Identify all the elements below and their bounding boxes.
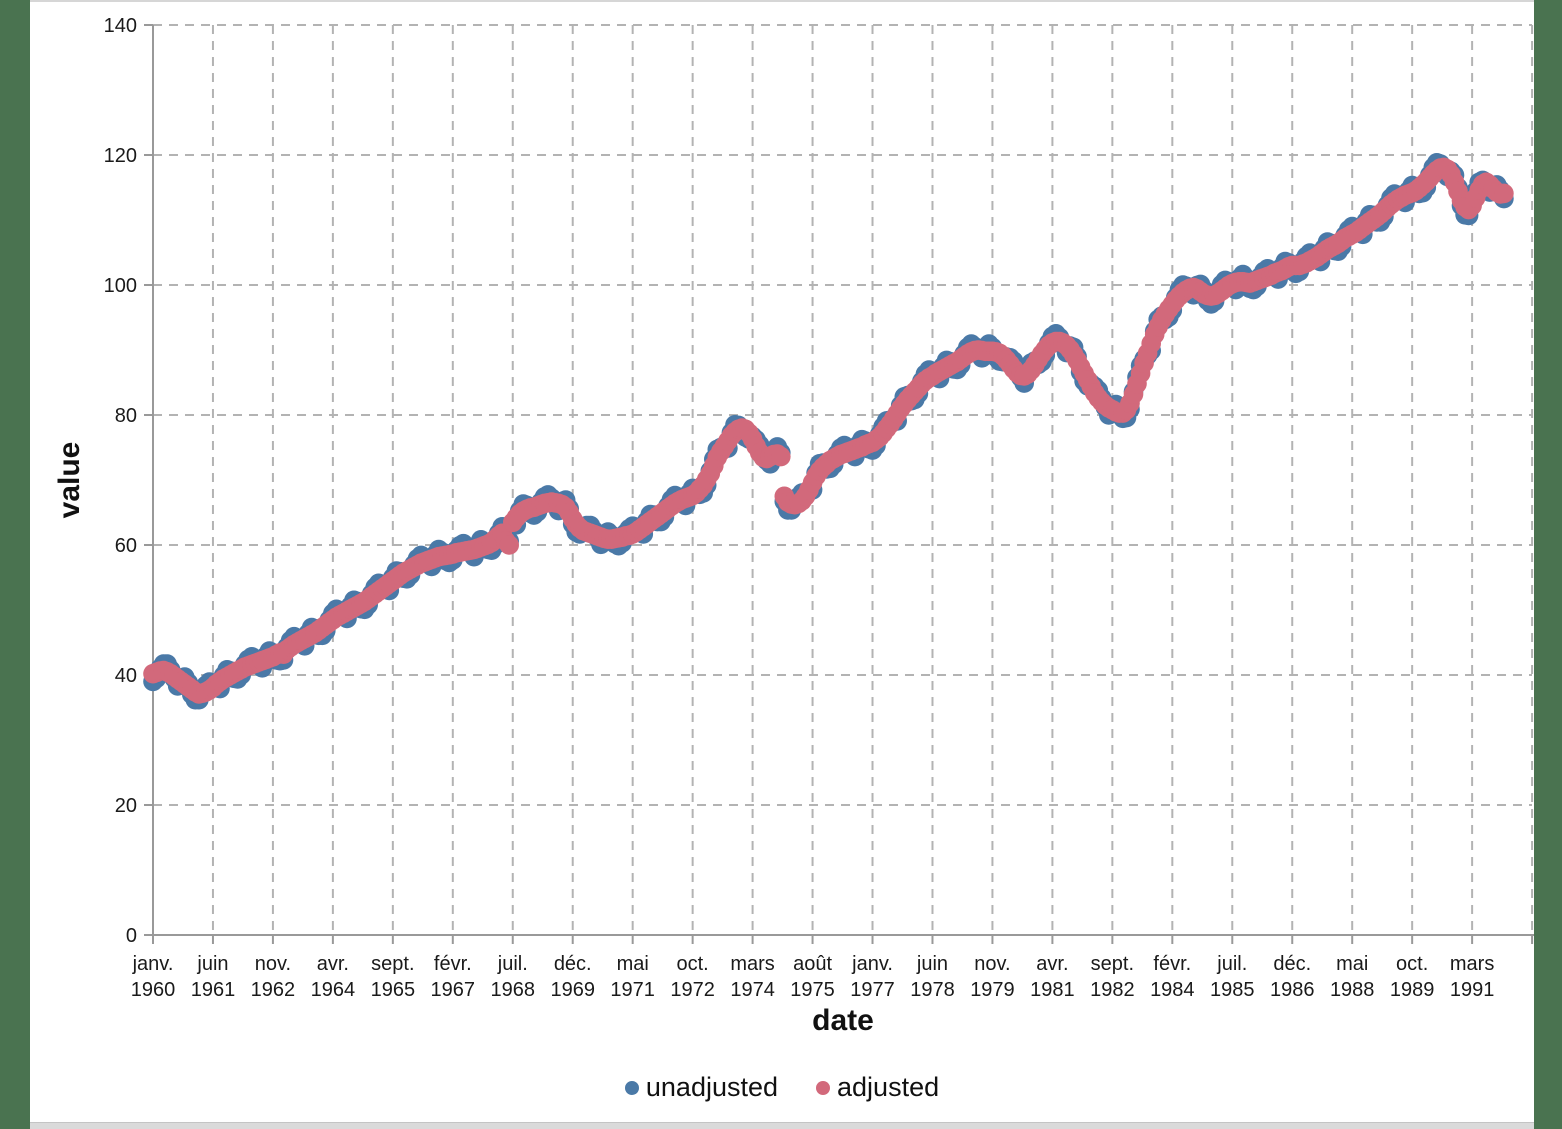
- y-axis-title: value: [53, 441, 86, 519]
- y-tick-label: 60: [115, 535, 137, 557]
- x-tick-label-month: févr.: [434, 953, 472, 975]
- x-tick-label-year: 1985: [1210, 979, 1255, 1001]
- y-tick-label: 140: [104, 15, 137, 37]
- x-tick-label-month: nov.: [255, 953, 291, 975]
- x-axis-title: date: [812, 1004, 874, 1037]
- y-tick-label: 0: [126, 925, 137, 947]
- x-tick-label-month: mars: [1450, 953, 1494, 975]
- x-tick-label-year: 1981: [1030, 979, 1075, 1001]
- x-tick-label-month: janv.: [851, 953, 893, 975]
- adjusted-series-dot-icon: [816, 1080, 831, 1095]
- x-tick-label-month: juil.: [1216, 953, 1247, 975]
- y-tick-label: 20: [115, 795, 137, 817]
- x-tick-label-month: mai: [617, 953, 649, 975]
- x-tick-label-month: févr.: [1153, 953, 1191, 975]
- x-tick-label-month: avr.: [317, 953, 349, 975]
- x-tick-label-year: 1962: [251, 979, 296, 1001]
- series-adjusted: [143, 157, 1514, 704]
- unadjusted-series-dot-icon: [624, 1080, 639, 1095]
- x-tick-label-month: mars: [730, 953, 774, 975]
- x-tick-label-month: janv.: [132, 953, 174, 975]
- x-tick-label-year: 1964: [311, 979, 356, 1001]
- legend-label-adjusted: adjusted: [837, 1072, 940, 1102]
- x-tick-label-month: sept.: [1091, 953, 1134, 975]
- x-tick-label-year: 1961: [191, 979, 236, 1001]
- x-tick-label-month: oct.: [1396, 953, 1428, 975]
- x-tick-label-month: mai: [1336, 953, 1368, 975]
- x-tick-label-month: nov.: [974, 953, 1010, 975]
- x-tick-label-month: sept.: [371, 953, 414, 975]
- x-tick-label-month: août: [793, 953, 832, 975]
- data-point: [1494, 183, 1514, 204]
- x-tick-label-year: 1974: [730, 979, 775, 1001]
- x-tick-label-year: 1978: [910, 979, 955, 1001]
- x-tick-label-year: 1979: [970, 979, 1015, 1001]
- x-tick-label-year: 1972: [670, 979, 715, 1001]
- x-tick-label-year: 1977: [850, 979, 895, 1001]
- x-tick-label-year: 1982: [1090, 979, 1135, 1001]
- x-tick-label-month: juil.: [497, 953, 528, 975]
- x-tick-label-year: 1968: [491, 979, 536, 1001]
- x-tick-label-year: 1960: [131, 979, 176, 1001]
- data-point: [771, 446, 791, 467]
- x-tick-label-month: avr.: [1036, 953, 1068, 975]
- y-tick-label: 40: [115, 665, 137, 687]
- x-tick-label-year: 1971: [610, 979, 655, 1001]
- x-tick-label-year: 1984: [1150, 979, 1195, 1001]
- series-unadjusted: [143, 153, 1514, 710]
- x-tick-label-month: juin: [916, 953, 948, 975]
- legend: unadjusted adjusted: [30, 1072, 1534, 1103]
- x-tick-label-year: 1989: [1390, 979, 1435, 1001]
- x-tick-label-month: déc.: [1273, 953, 1311, 975]
- x-tick-label-month: juin: [196, 953, 228, 975]
- y-tick-label: 120: [104, 145, 137, 167]
- x-tick-label-month: déc.: [554, 953, 592, 975]
- y-tick-label: 80: [115, 405, 137, 427]
- data-point: [499, 535, 519, 555]
- canvas-bottom-edge: [30, 1122, 1534, 1129]
- x-tick-label-year: 1965: [371, 979, 416, 1001]
- x-tick-label-year: 1969: [550, 979, 595, 1001]
- legend-label-unadjusted: unadjusted: [645, 1072, 779, 1102]
- x-tick-label-year: 1967: [431, 979, 476, 1001]
- x-tick-label-year: 1975: [790, 979, 835, 1001]
- legend-item-adjusted: adjusted: [816, 1072, 939, 1103]
- x-tick-label-year: 1991: [1450, 979, 1495, 1001]
- x-tick-label-year: 1988: [1330, 979, 1375, 1001]
- y-tick-label: 100: [104, 275, 137, 297]
- legend-item-unadjusted: unadjusted: [624, 1072, 779, 1103]
- x-tick-label-year: 1986: [1270, 979, 1315, 1001]
- x-tick-label-month: oct.: [677, 953, 709, 975]
